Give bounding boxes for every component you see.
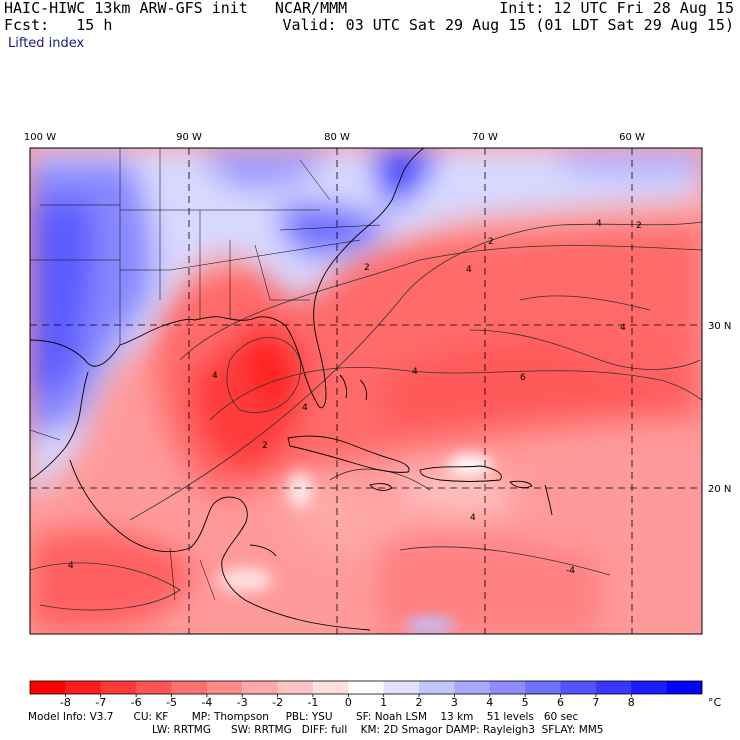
colorbar-label: 4 [486, 696, 493, 709]
colorbar-label: -7 [95, 696, 106, 709]
colorbar-label: -4 [201, 696, 212, 709]
colorbar-swatch [100, 681, 137, 694]
longitude-label: 80 W [324, 132, 350, 143]
longitude-label: 70 W [472, 132, 498, 143]
colorbar-swatch [30, 681, 66, 694]
model-info-line2: LW: RRTMG SW: RRTMG DIFF: full KM: 2D Sm… [152, 724, 604, 736]
colorbar-label: -6 [131, 696, 142, 709]
map-frame [29, 147, 703, 635]
colorbar-swatch [383, 681, 420, 694]
colorbar-swatch [595, 681, 632, 694]
contour-label: 4 [470, 513, 476, 523]
colorbar-label: -8 [60, 696, 71, 709]
latitude-labels: 30 N 20 N [708, 321, 731, 495]
colorbar-label: -5 [166, 696, 177, 709]
colorbar-label: 5 [522, 696, 529, 709]
colorbar-swatch [454, 681, 491, 694]
colorbar-swatch [348, 681, 384, 694]
colorbar-swatch [666, 681, 703, 694]
colorbar-label: 1 [380, 696, 387, 709]
longitude-label: 60 W [619, 132, 645, 143]
contour-label: 2 [364, 263, 370, 273]
lifted-index-field: 2 4 2 4 -4 2 4 4 4 2 4 6 4 4 [30, 148, 702, 634]
colorbar-swatch [206, 681, 243, 694]
colorbar-swatch [277, 681, 314, 694]
colorbar-swatch [525, 681, 561, 694]
model-info-line1: Model Info: V3.7 CU: KF MP: Thompson PBL… [28, 711, 579, 723]
longitude-label: 90 W [176, 132, 202, 143]
colorbar-label: -2 [272, 696, 283, 709]
colorbar-label: 7 [592, 696, 599, 709]
coastlines [30, 148, 553, 631]
stable-shading [30, 148, 702, 500]
contour-label: 6 [520, 373, 526, 383]
field-name: Lifted index [8, 36, 85, 51]
contour-label: 4 [412, 367, 418, 377]
contour-label: 4 [302, 403, 308, 413]
state-borders [30, 148, 381, 601]
colorbar-swatch [560, 681, 597, 694]
colorbar-swatch [65, 681, 102, 694]
colorbar-swatch [312, 681, 349, 694]
latitude-label: 30 N [708, 321, 731, 332]
colorbar-label: 6 [557, 696, 564, 709]
colorbar-swatch [136, 681, 172, 694]
colorbar-swatch [242, 681, 278, 694]
colorbar-swatch [171, 681, 208, 694]
colorbar-swatch [631, 681, 667, 694]
colorbar-label: 3 [451, 696, 458, 709]
longitude-labels: 100 W 90 W 80 W 70 W 60 W [24, 132, 645, 143]
contour-label: 2 [262, 441, 268, 451]
init-time: Init: 12 UTC Fri 28 Aug 15 [499, 0, 734, 17]
contour-label: 4 [620, 323, 626, 333]
contour-label: -4 [566, 566, 575, 576]
contour-label: 2 [488, 237, 494, 247]
colorbar-swatch [489, 681, 526, 694]
contour-label-group: 2 4 2 4 -4 2 4 4 4 2 4 6 4 4 [68, 219, 642, 576]
colorbar-label: 2 [416, 696, 423, 709]
colorbar [29, 680, 703, 695]
contour-label: 2 [636, 221, 642, 231]
longitude-label: 100 W [24, 132, 56, 143]
forecast-hour: Fcst: 15 h [4, 16, 113, 34]
colorbar-label: 8 [628, 696, 635, 709]
colorbar-frame [29, 680, 703, 695]
colorbar-label: 0 [345, 696, 352, 709]
valid-time: Valid: 03 UTC Sat 29 Aug 15 (01 LDT Sat … [282, 16, 734, 34]
colorbar-label: -3 [237, 696, 248, 709]
colorbar-unit: °C [708, 696, 722, 709]
contour-label: 4 [596, 219, 602, 229]
island-shading [217, 455, 492, 633]
colorbar-label: -1 [307, 696, 318, 709]
contour-label: 4 [68, 561, 74, 571]
colorbar-swatch [419, 681, 455, 694]
model-title: HAIC-HIWC 13km ARW-GFS init NCAR/MMM [4, 0, 348, 17]
contour-label: 4 [212, 371, 218, 381]
contour-label: 4 [466, 265, 472, 275]
colorbar-labels: -8 -7 -6 -5 -4 -3 -2 -1 0 1 2 3 4 5 6 7 8 [60, 694, 635, 709]
lat-lon-grid [30, 148, 702, 634]
latitude-label: 20 N [708, 484, 731, 495]
